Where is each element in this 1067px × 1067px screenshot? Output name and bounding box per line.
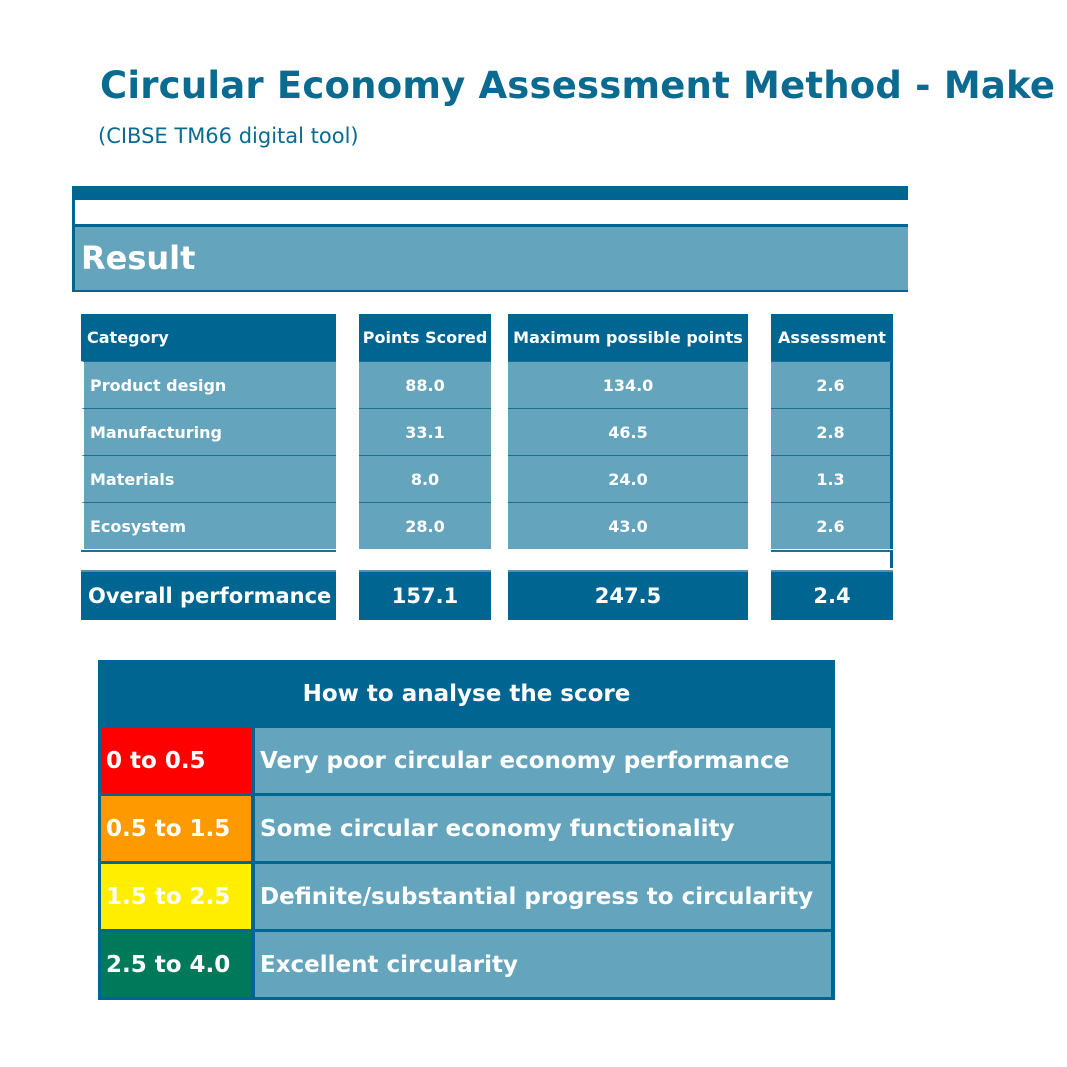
table-cell-max: 24.0: [508, 455, 748, 502]
banner-top-bar: [72, 186, 908, 200]
score-legend: How to analyse the score 0 to 0.5 Very p…: [98, 660, 835, 1000]
legend-range: 2.5 to 4.0: [101, 932, 251, 997]
table-cell-max: 43.0: [508, 502, 748, 549]
legend-range: 0 to 0.5: [101, 728, 251, 793]
table-row-category: Ecosystem: [81, 502, 336, 549]
table-cell-points: 8.0: [359, 455, 491, 502]
table-cell-assessment: 1.3: [771, 455, 893, 502]
table-cell-assessment: 2.8: [771, 408, 893, 455]
header-points-scored: Points Scored: [359, 314, 491, 361]
table-cell-assessment: 2.6: [771, 361, 893, 408]
header-category: Category: [81, 314, 336, 361]
table-spacer: [81, 550, 336, 568]
legend-description: Excellent circularity: [255, 932, 831, 997]
legend-range: 1.5 to 2.5: [101, 864, 251, 929]
page-subtitle: (CIBSE TM66 digital tool): [98, 124, 359, 148]
total-assessment: 2.4: [771, 570, 893, 620]
page-title: Circular Economy Assessment Method - Mak…: [100, 64, 1056, 107]
legend-description: Definite/substantial progress to circula…: [255, 864, 831, 929]
banner-left-border: [72, 186, 75, 292]
header-assessment: Assessment: [771, 314, 893, 361]
legend-range: 0.5 to 1.5: [101, 796, 251, 861]
total-points-scored: 157.1: [359, 570, 491, 620]
table-row-category: Materials: [81, 455, 336, 502]
result-heading: Result: [81, 239, 196, 277]
table-cell-points: 28.0: [359, 502, 491, 549]
total-label: Overall performance: [81, 570, 336, 620]
header-max-points: Maximum possible points: [508, 314, 748, 361]
table-spacer: [771, 550, 893, 568]
table-cell-max: 134.0: [508, 361, 748, 408]
legend-description: Some circular economy functionality: [255, 796, 831, 861]
table-row-category: Manufacturing: [81, 408, 336, 455]
table-row-category: Product design: [81, 361, 336, 408]
banner-body: Result: [75, 227, 908, 292]
table-cell-points: 88.0: [359, 361, 491, 408]
legend-description: Very poor circular economy performance: [255, 728, 831, 793]
table-cell-assessment: 2.6: [771, 502, 893, 549]
banner-divider: [75, 224, 908, 227]
table-cell-max: 46.5: [508, 408, 748, 455]
table-cell-points: 33.1: [359, 408, 491, 455]
total-max-points: 247.5: [508, 570, 748, 620]
legend-title: How to analyse the score: [302, 681, 631, 707]
